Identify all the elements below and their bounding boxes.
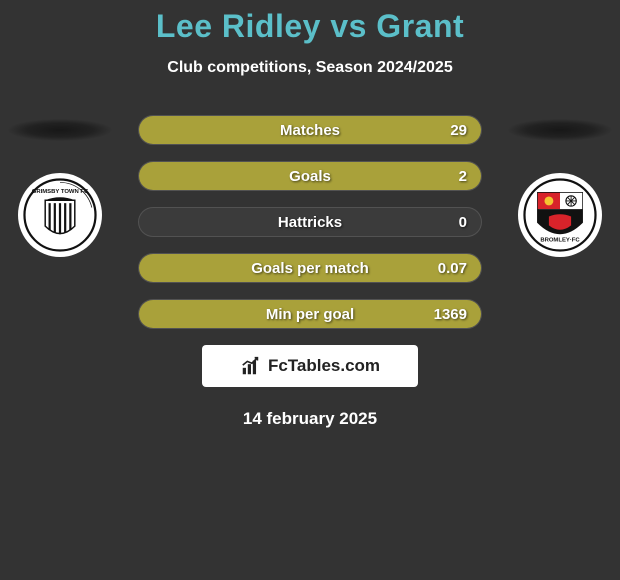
stat-label: Hattricks [278, 214, 342, 231]
stat-value: 1369 [434, 306, 467, 323]
stats-area: GRIMSBY TOWN FC BROMLEY·FC [0, 115, 620, 329]
stat-bar: Goals 2 [138, 161, 482, 191]
chart-bar-icon [240, 355, 262, 377]
grimsby-town-crest-icon: GRIMSBY TOWN FC [23, 178, 97, 252]
stat-value: 29 [450, 122, 467, 139]
stat-label: Min per goal [266, 306, 354, 323]
stat-label: Goals [289, 168, 331, 185]
subtitle: Club competitions, Season 2024/2025 [0, 59, 620, 77]
stat-bar: Goals per match 0.07 [138, 253, 482, 283]
svg-text:BROMLEY·FC: BROMLEY·FC [540, 238, 580, 244]
stat-value: 0.07 [438, 260, 467, 277]
right-badge-shadow [508, 119, 612, 141]
stat-value: 0 [459, 214, 467, 231]
right-club-badge: BROMLEY·FC [518, 173, 602, 257]
stat-label: Goals per match [251, 260, 369, 277]
stat-bar: Matches 29 [138, 115, 482, 145]
bromley-fc-crest-icon: BROMLEY·FC [523, 178, 597, 252]
stat-label: Matches [280, 122, 340, 139]
page-title: Lee Ridley vs Grant [0, 0, 620, 45]
stat-bar: Hattricks 0 [138, 207, 482, 237]
svg-text:GRIMSBY TOWN FC: GRIMSBY TOWN FC [32, 189, 89, 195]
left-badge-shadow [8, 119, 112, 141]
stat-value: 2 [459, 168, 467, 185]
stat-bar: Min per goal 1369 [138, 299, 482, 329]
date-text: 14 february 2025 [0, 409, 620, 429]
stat-bars: Matches 29 Goals 2 Hattricks 0 Goals per match… [138, 115, 482, 329]
brand-text: FcTables.com [268, 356, 380, 376]
left-club-badge: GRIMSBY TOWN FC [18, 173, 102, 257]
brand-box: FcTables.com [202, 345, 418, 387]
